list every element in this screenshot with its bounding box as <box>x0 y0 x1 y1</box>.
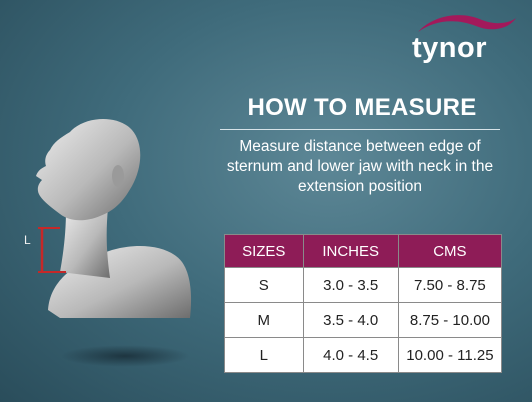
instruction-line: extension position <box>297 178 423 195</box>
column-header-inches: INCHES <box>302 234 399 268</box>
size-cell: S <box>224 267 304 303</box>
table-header-row: SIZES INCHES CMS <box>224 234 503 268</box>
logo-swoosh-icon <box>418 15 516 32</box>
size-cell: L <box>224 337 304 373</box>
inches-cell: 3.5 - 4.0 <box>302 302 399 338</box>
head-illustration <box>36 118 192 318</box>
table-row: L 4.0 - 4.5 10.00 - 11.25 <box>224 337 503 373</box>
instruction-line: sternum and lower jaw with neck in the <box>226 158 494 175</box>
column-header-sizes: SIZES <box>224 234 304 268</box>
inches-cell: 4.0 - 4.5 <box>302 337 399 373</box>
figure-shadow <box>60 345 190 367</box>
logo-text: tynor <box>412 32 487 64</box>
cms-cell: 7.50 - 8.75 <box>397 267 503 303</box>
tynor-logo: tynor <box>412 12 522 64</box>
table-row: M 3.5 - 4.0 8.75 - 10.00 <box>224 302 503 338</box>
measure-length-label: L <box>24 233 31 247</box>
cms-cell: 10.00 - 11.25 <box>397 337 503 373</box>
cms-cell: 8.75 - 10.00 <box>397 302 503 338</box>
instruction-line: Measure distance between edge of <box>239 138 481 155</box>
measure-instructions: Measure distance between edge of sternum… <box>210 137 510 197</box>
table-row: S 3.0 - 3.5 7.50 - 8.75 <box>224 267 503 303</box>
inches-cell: 3.0 - 3.5 <box>302 267 399 303</box>
column-header-cms: CMS <box>397 234 503 268</box>
size-chart-table: SIZES INCHES CMS S 3.0 - 3.5 7.50 - 8.75… <box>224 234 503 373</box>
page-title: HOW TO MEASURE <box>247 94 477 121</box>
title-divider <box>220 129 500 130</box>
size-cell: M <box>224 302 304 338</box>
